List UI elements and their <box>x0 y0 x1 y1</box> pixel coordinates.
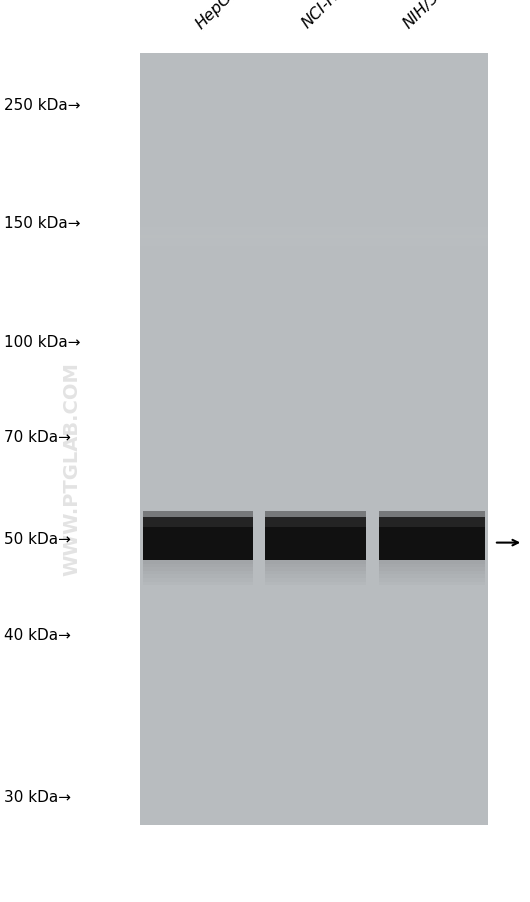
Bar <box>140 212 488 224</box>
Bar <box>265 578 366 582</box>
Bar <box>140 151 488 162</box>
Bar <box>140 197 488 208</box>
Text: HepG2: HepG2 <box>193 0 243 32</box>
Bar <box>140 97 488 108</box>
Bar <box>265 560 366 564</box>
Bar <box>379 578 485 582</box>
Bar <box>140 166 488 178</box>
Bar <box>140 174 488 185</box>
Bar <box>140 189 488 200</box>
Bar <box>143 517 253 560</box>
Text: 150 kDa→: 150 kDa→ <box>4 216 81 231</box>
Bar <box>140 54 488 825</box>
Bar <box>143 557 253 560</box>
Text: 50 kDa→: 50 kDa→ <box>4 531 71 546</box>
Bar <box>140 105 488 115</box>
Bar <box>140 143 488 154</box>
Text: 100 kDa→: 100 kDa→ <box>4 335 81 349</box>
Bar <box>140 112 488 124</box>
Text: 30 kDa→: 30 kDa→ <box>4 789 71 804</box>
Text: 40 kDa→: 40 kDa→ <box>4 628 71 642</box>
Bar <box>143 571 253 575</box>
Text: 70 kDa→: 70 kDa→ <box>4 429 71 444</box>
Bar <box>143 582 253 585</box>
Bar <box>265 567 366 571</box>
Bar <box>143 511 253 528</box>
Bar <box>265 564 366 567</box>
Bar <box>379 571 485 575</box>
Bar <box>265 571 366 575</box>
Bar <box>265 557 366 560</box>
Bar <box>265 575 366 578</box>
Bar <box>379 517 485 560</box>
Bar <box>140 220 488 232</box>
Bar <box>265 511 366 528</box>
Bar <box>140 227 488 239</box>
Text: NIH/3T3: NIH/3T3 <box>400 0 456 32</box>
Bar <box>379 575 485 578</box>
Bar <box>143 564 253 567</box>
Bar <box>140 120 488 132</box>
Bar <box>143 578 253 582</box>
Bar <box>143 560 253 564</box>
Bar <box>379 567 485 571</box>
Bar <box>140 127 488 139</box>
Bar <box>379 564 485 567</box>
Text: 250 kDa→: 250 kDa→ <box>4 98 81 113</box>
Bar <box>143 567 253 571</box>
Bar <box>143 575 253 578</box>
Text: NCI-H1299: NCI-H1299 <box>299 0 371 32</box>
Bar <box>379 582 485 585</box>
Bar <box>140 181 488 193</box>
Bar <box>379 560 485 564</box>
Bar <box>379 511 485 528</box>
Bar <box>379 557 485 560</box>
Bar <box>140 235 488 247</box>
Bar <box>140 205 488 216</box>
Bar <box>140 88 488 100</box>
Bar <box>140 158 488 170</box>
Bar <box>265 582 366 585</box>
Text: WWW.PTGLAB.COM: WWW.PTGLAB.COM <box>62 363 81 575</box>
Bar <box>265 517 366 560</box>
Bar <box>140 135 488 147</box>
